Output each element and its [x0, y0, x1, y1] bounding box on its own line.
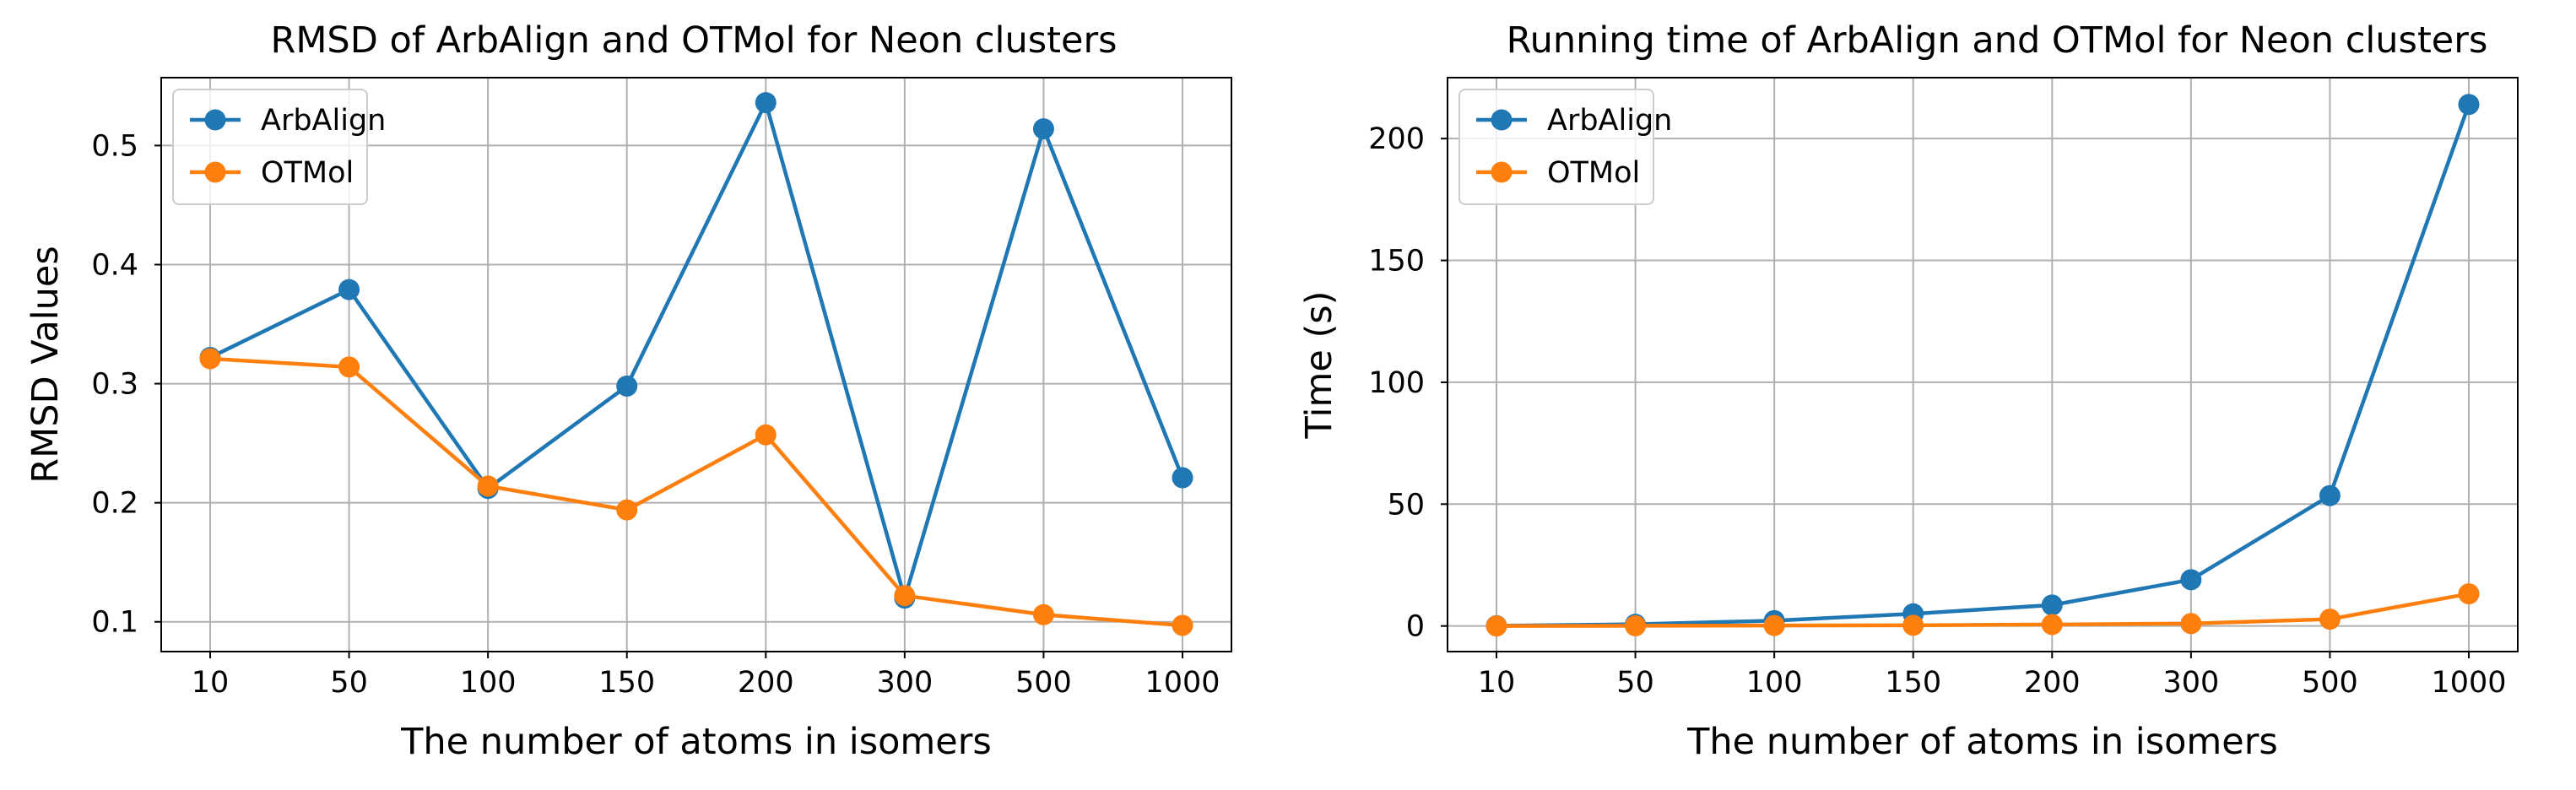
running-time-legend-label-otmol: OTMol — [1547, 156, 1640, 190]
rmsd-chart-y-ticks: 0.1 0.2 0.3 0.4 0.5 — [91, 129, 161, 640]
rmsd-series-otmol-point — [1172, 614, 1193, 636]
rmsd-chart-frame — [160, 77, 1232, 652]
rmsd-chart-grid — [161, 78, 1231, 652]
running-time-legend-marker-arbalign — [1491, 109, 1513, 131]
running-time-series-otmol-point — [1763, 614, 1785, 636]
running-time-legend-label-arbalign: ArbAlign — [1547, 104, 1672, 138]
rmsd-x-tick-label: 1000 — [1145, 666, 1220, 700]
running-time-series-otmol-line — [1496, 592, 2470, 628]
running-time-chart-frame — [1447, 77, 2519, 652]
running-time-series-otmol-point — [1902, 614, 1924, 636]
rmsd-x-tick-label: 500 — [1015, 666, 1072, 700]
running-time-y-tick-label: 200 — [1368, 122, 1425, 156]
running-time-series-otmol-point — [2180, 613, 2202, 635]
rmsd-chart-y-label: RMSD Values — [24, 246, 67, 484]
rmsd-chart-x-label: The number of atoms in isomers — [400, 721, 992, 763]
rmsd-series-arbalign-point — [1032, 118, 1054, 140]
running-time-y-tick-label: 50 — [1387, 488, 1425, 522]
running-time-series-arbalign-point — [2180, 569, 2202, 591]
rmsd-chart-series — [199, 92, 1193, 636]
running-time-series-otmol-point — [2041, 614, 2063, 636]
rmsd-series-arbalign-point — [616, 375, 638, 397]
rmsd-series-otmol-point — [894, 585, 916, 607]
rmsd-series-otmol-point — [1032, 603, 1054, 625]
rmsd-chart: RMSD of ArbAlign and OTMol for Neon clus… — [24, 19, 1232, 763]
rmsd-series-otmol-line — [209, 356, 1183, 628]
running-time-x-tick-label: 500 — [2302, 666, 2358, 700]
running-time-series-otmol-point — [2319, 609, 2341, 630]
running-time-legend-marker-otmol — [1491, 161, 1513, 183]
running-time-series-arbalign-point — [2319, 484, 2341, 506]
running-time-chart-title: Running time of ArbAlign and OTMol for N… — [1507, 19, 2488, 62]
rmsd-series-arbalign-point — [755, 92, 777, 114]
running-time-y-tick-label: 100 — [1368, 366, 1425, 400]
rmsd-legend-label-arbalign: ArbAlign — [261, 104, 386, 138]
rmsd-series-otmol-point — [338, 356, 360, 378]
rmsd-chart-title: RMSD of ArbAlign and OTMol for Neon clus… — [270, 19, 1117, 62]
rmsd-x-tick-label: 200 — [738, 666, 794, 700]
running-time-y-tick-label: 0 — [1406, 610, 1425, 644]
rmsd-y-tick-label: 0.4 — [91, 248, 138, 282]
rmsd-x-tick-label: 100 — [460, 666, 517, 700]
rmsd-y-tick-label: 0.1 — [91, 606, 138, 640]
rmsd-series-arbalign-point — [338, 279, 360, 300]
rmsd-series-otmol-point — [477, 475, 499, 497]
running-time-chart-x-label: The number of atoms in isomers — [1686, 721, 2278, 763]
rmsd-x-tick-label: 300 — [876, 666, 933, 700]
running-time-x-tick-label: 300 — [2162, 666, 2219, 700]
rmsd-series-arbalign-line — [209, 100, 1185, 600]
rmsd-y-tick-label: 0.2 — [91, 487, 138, 521]
running-time-x-tick-label: 1000 — [2431, 666, 2506, 700]
rmsd-series-otmol-point — [616, 499, 638, 521]
running-time-chart-x-ticks: 10 50 100 150 200 300 500 1000 — [1478, 652, 2507, 700]
rmsd-x-tick-label: 10 — [192, 666, 230, 700]
running-time-series-arbalign-point — [2458, 94, 2480, 116]
rmsd-y-tick-label: 0.3 — [91, 368, 138, 402]
running-time-chart-y-ticks: 0 50 100 150 200 — [1368, 122, 1448, 644]
running-time-x-tick-label: 10 — [1478, 666, 1516, 700]
rmsd-series-arbalign-point — [1172, 467, 1193, 489]
rmsd-y-tick-label: 0.5 — [91, 129, 138, 163]
rmsd-series-otmol-point — [199, 348, 221, 370]
running-time-series-otmol-point — [1625, 614, 1647, 636]
rmsd-legend-label-otmol: OTMol — [261, 156, 354, 190]
running-time-x-tick-label: 150 — [1885, 666, 1941, 700]
running-time-series-arbalign-point — [2041, 594, 2063, 616]
running-time-chart-y-label: Time (s) — [1298, 291, 1340, 440]
rmsd-series-otmol-point — [755, 424, 777, 446]
running-time-x-tick-label: 50 — [1616, 666, 1654, 700]
rmsd-chart-legend: ArbAlign OTMol — [172, 89, 386, 205]
rmsd-x-tick-label: 50 — [330, 666, 368, 700]
rmsd-chart-x-ticks: 10 50 100 150 200 300 500 1000 — [192, 652, 1220, 700]
running-time-series-otmol-point — [1486, 615, 1507, 637]
running-time-y-tick-label: 150 — [1368, 245, 1425, 279]
running-time-chart-legend: ArbAlign OTMol — [1458, 89, 1672, 205]
running-time-series-arbalign-line — [1496, 104, 2471, 628]
running-time-x-tick-label: 200 — [2024, 666, 2081, 700]
rmsd-legend-marker-otmol — [204, 161, 226, 183]
rmsd-legend-marker-arbalign — [204, 109, 226, 131]
running-time-series-otmol-point — [2458, 583, 2480, 605]
running-time-x-tick-label: 100 — [1746, 666, 1803, 700]
running-time-chart: Running time of ArbAlign and OTMol for N… — [1298, 19, 2519, 763]
rmsd-x-tick-label: 150 — [598, 666, 655, 700]
running-time-chart-series — [1486, 94, 2480, 637]
